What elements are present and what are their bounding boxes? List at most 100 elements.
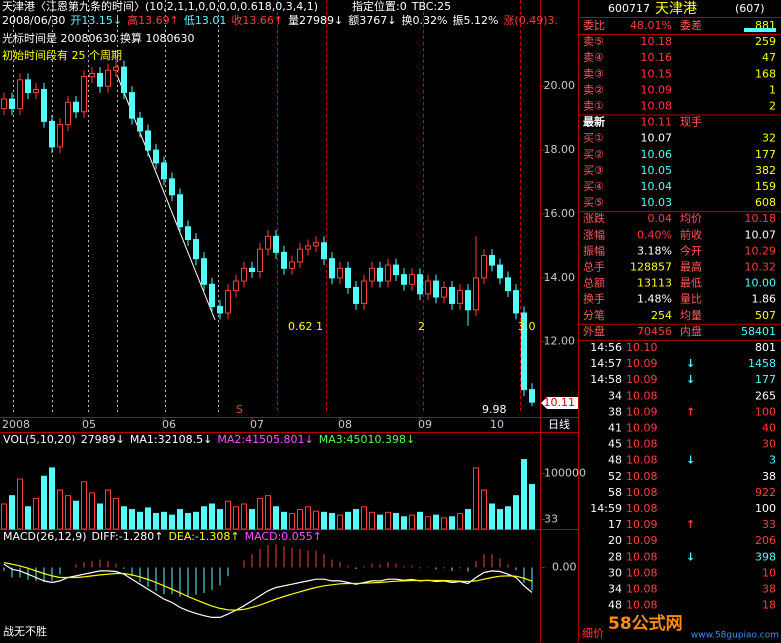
x-tick-label: 08 bbox=[338, 418, 352, 431]
x-tick-label: 09 bbox=[418, 418, 432, 431]
candle-body bbox=[289, 261, 295, 269]
candle-body bbox=[89, 72, 95, 78]
row-value: 10.29 bbox=[745, 244, 777, 257]
trade-time: 34 bbox=[608, 389, 622, 402]
annotation: 战无不胜 bbox=[3, 624, 47, 638]
row-label: 总额 bbox=[583, 276, 605, 290]
row-label: 最高 bbox=[680, 260, 702, 274]
row-label: 均量 bbox=[680, 309, 702, 322]
volume-bar bbox=[129, 509, 135, 530]
volume-bar bbox=[289, 512, 295, 530]
trade-price: 10.08 bbox=[626, 566, 658, 579]
x-tick-label: 05 bbox=[82, 418, 96, 431]
ask-label: 卖③ bbox=[583, 67, 604, 80]
candle-body bbox=[49, 120, 55, 148]
ratio-bar bbox=[744, 28, 776, 32]
volume-bar bbox=[281, 511, 287, 530]
trade-volume: 177 bbox=[755, 373, 776, 386]
last-label: 最新 bbox=[583, 115, 605, 129]
trade-arrow: ↓ bbox=[686, 454, 695, 467]
x-tick-label: 07 bbox=[250, 418, 264, 431]
ask-price: 10.15 bbox=[641, 67, 673, 80]
candle-body bbox=[361, 280, 367, 304]
trade-time: 58 bbox=[608, 486, 622, 499]
candle-body bbox=[401, 274, 407, 285]
annotation: 3.0 bbox=[518, 320, 536, 333]
volume-bar bbox=[305, 506, 311, 530]
ask-label: 卖① bbox=[583, 100, 604, 113]
row-value: 0.40% bbox=[637, 228, 672, 241]
candle-body bbox=[129, 92, 135, 119]
candle-body bbox=[481, 255, 487, 279]
volume-bar bbox=[113, 497, 119, 530]
volume-bar bbox=[1, 503, 7, 530]
candle-body bbox=[377, 267, 383, 282]
period-label: 日线 bbox=[548, 417, 570, 431]
watermark-bg bbox=[579, 612, 781, 643]
trade-price: 10.09 bbox=[626, 534, 658, 547]
candle-body bbox=[241, 267, 247, 282]
y-tick-label: 100000 bbox=[544, 466, 586, 479]
candle-body bbox=[81, 76, 87, 113]
x-tick-label: 06 bbox=[162, 418, 176, 431]
row-value: 10.18 bbox=[745, 212, 777, 225]
volume-bar bbox=[441, 517, 447, 530]
y-tick-label: 0.00 bbox=[552, 561, 577, 574]
ask-volume: 1 bbox=[769, 83, 776, 96]
candle-body bbox=[473, 277, 479, 311]
row-value: 254 bbox=[651, 309, 672, 322]
row-label: 振幅 bbox=[583, 243, 605, 257]
last-price-label: 10.11 bbox=[544, 396, 576, 409]
row-value: 128857 bbox=[630, 261, 672, 274]
legend-item: 指定位置:0 bbox=[352, 0, 407, 13]
trade-arrow: ↓ bbox=[686, 550, 695, 563]
y-tick-label: 18.00 bbox=[544, 143, 576, 156]
y-tick-label: 16.00 bbox=[544, 207, 576, 220]
watermark-url: www.58gupiao.com bbox=[691, 631, 779, 641]
volume-bar bbox=[529, 484, 535, 530]
volume-bar bbox=[57, 489, 63, 530]
volume-bar bbox=[425, 516, 431, 530]
trade-time: 14:57 bbox=[590, 357, 622, 370]
volume-bar bbox=[217, 509, 223, 530]
candle-body bbox=[337, 267, 343, 279]
annotation: 1 bbox=[316, 320, 323, 333]
stock-code: 600717 bbox=[608, 2, 650, 15]
volume-bar bbox=[153, 512, 159, 530]
volume-bar bbox=[105, 489, 111, 530]
row-label: 总手 bbox=[583, 260, 605, 274]
volume-bar bbox=[417, 511, 423, 530]
volume-bar bbox=[449, 516, 455, 530]
candle-body bbox=[177, 194, 183, 228]
volume-bar bbox=[377, 514, 383, 530]
trade-volume: 398 bbox=[755, 550, 776, 563]
legend-item: DEA:-1.308↑ bbox=[168, 530, 239, 543]
trade-time: 14:59 bbox=[590, 502, 622, 515]
macd-line bbox=[3, 562, 533, 611]
ask-price: 10.16 bbox=[641, 51, 673, 64]
trade-time: 45 bbox=[608, 438, 622, 451]
trade-volume: 265 bbox=[755, 389, 776, 402]
trade-price: 10.08 bbox=[626, 502, 658, 515]
row-value: 507 bbox=[755, 309, 776, 322]
row-label: 现手 bbox=[680, 115, 702, 129]
volume-bar bbox=[177, 509, 183, 530]
volume-bar bbox=[473, 467, 479, 530]
row-value: 3.18% bbox=[637, 244, 672, 257]
trade-time: 20 bbox=[608, 534, 622, 547]
volume-bar bbox=[137, 511, 143, 530]
footer-label: 细价 bbox=[582, 627, 604, 640]
row-label: 涨跌 bbox=[583, 211, 605, 225]
candle-body bbox=[425, 280, 431, 295]
volume-bar bbox=[9, 495, 15, 530]
trade-time: 38 bbox=[608, 405, 622, 418]
trade-time: 41 bbox=[608, 422, 622, 435]
candle-body bbox=[201, 258, 207, 285]
volume-bar bbox=[401, 516, 407, 530]
trade-price: 10.09 bbox=[626, 518, 658, 531]
trade-price: 10.08 bbox=[626, 389, 658, 402]
y-tick-label: 12.00 bbox=[544, 335, 576, 348]
candle-body bbox=[321, 242, 327, 260]
periods: 初始时间段有 25 个周期 bbox=[2, 48, 122, 62]
